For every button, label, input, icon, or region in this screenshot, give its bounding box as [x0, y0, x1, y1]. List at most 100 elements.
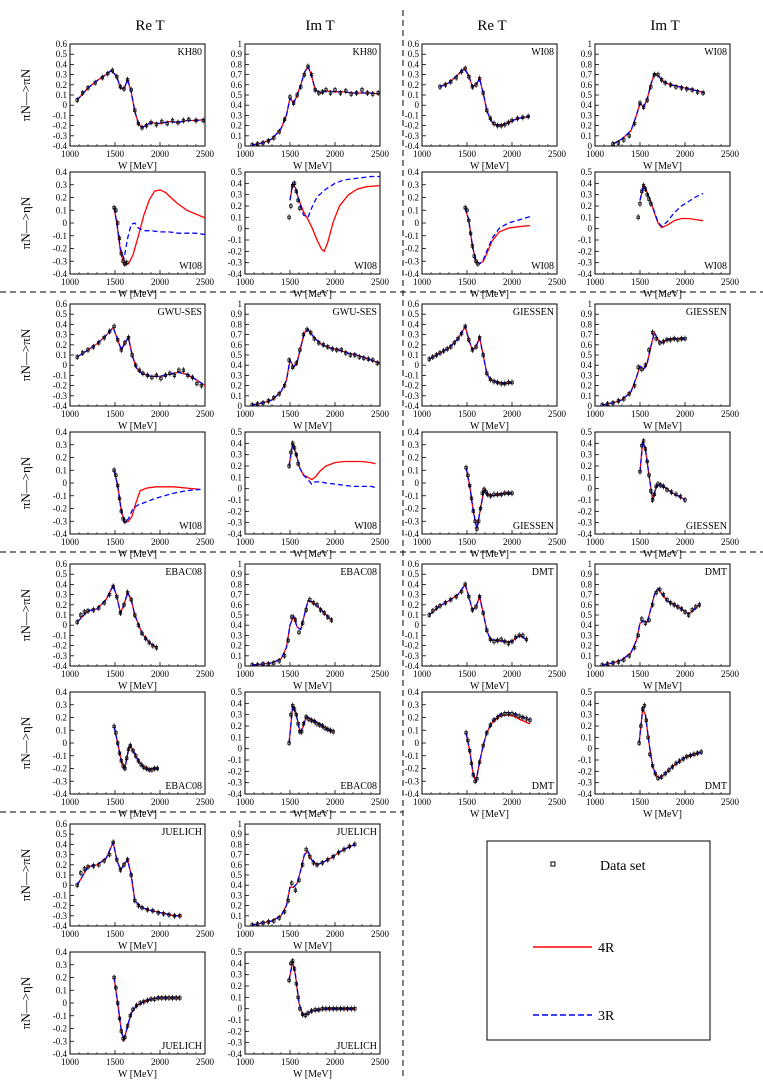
y-tick-label: 0.2	[231, 981, 242, 991]
y-tick-label: 0.5	[408, 309, 420, 319]
curve-3r	[113, 977, 180, 1043]
chart-panel-wi08: -0.4-0.3-0.2-0.100.10.20.30.40.50.6 1000 1…	[405, 39, 567, 172]
data-point	[291, 183, 295, 188]
data-point	[476, 262, 480, 266]
y-tick-label: -0.2	[53, 1024, 67, 1034]
curve-4r	[638, 706, 702, 779]
data-point	[287, 358, 291, 362]
data-point	[475, 777, 479, 781]
data-point	[459, 589, 464, 594]
plot-frame	[244, 431, 381, 535]
x-tick-label: 2500	[721, 149, 740, 159]
data-point	[506, 380, 511, 385]
y-tick-label: 0.3	[56, 330, 68, 340]
y-tick-label: 0	[588, 141, 593, 151]
y-tick-label: 0	[238, 921, 243, 931]
chart-panel-dmt: -0.4-0.3 -0.2-0.10 0.10.20.3 0.40.5 1000 1500…	[578, 687, 740, 820]
y-tick-label: 0.1	[408, 90, 419, 100]
data-point	[690, 88, 694, 92]
data-point	[289, 204, 293, 208]
y-tick-label: 0.1	[581, 472, 592, 482]
y-tick-label: 0.3	[581, 370, 593, 380]
data-point	[333, 88, 337, 92]
data-point	[465, 208, 469, 212]
data-point	[300, 863, 305, 867]
y-tick-label: 0.2	[231, 381, 242, 391]
data-point	[293, 618, 298, 622]
data-point	[488, 116, 493, 121]
x-tick-label: 2500	[196, 149, 215, 159]
y-tick-label: -0.4	[405, 789, 420, 799]
y-tick-label: 0.6	[56, 559, 68, 569]
data-point	[290, 881, 294, 885]
x-tick-label: 1500	[458, 277, 477, 287]
data-point	[140, 125, 144, 130]
data-point	[320, 861, 325, 865]
chart-panel-ebac08: -0.4-0.3 -0.2-0.10 0.10.20.3 0.40.5 1000 1500…	[228, 687, 390, 820]
x-tick-label: 2000	[326, 929, 345, 939]
x-axis-label: W [MeV]	[470, 681, 509, 692]
data-point	[131, 748, 135, 753]
data-point	[107, 592, 112, 597]
data-point	[174, 996, 178, 1000]
y-tick-label: 0	[238, 224, 243, 234]
y-tick-label: -0.4	[405, 401, 420, 411]
data-point	[145, 908, 150, 912]
curve-3r	[638, 706, 702, 779]
curve-3r	[602, 587, 700, 666]
y-tick-label: -0.2	[405, 504, 419, 514]
data-point	[376, 91, 380, 95]
y-tick-label: -0.2	[53, 504, 67, 514]
y-tick-label: 0.1	[56, 350, 67, 360]
data-point	[137, 368, 141, 372]
y-tick-label: 0.2	[56, 80, 67, 90]
y-tick-label: 0.5	[231, 610, 243, 620]
x-tick-label: 1000	[236, 669, 255, 679]
x-tick-label: 1500	[281, 277, 300, 287]
data-point	[470, 85, 475, 89]
y-tick-label: -0.1	[578, 495, 592, 505]
y-tick-label: -0.1	[53, 751, 67, 761]
data-point	[294, 361, 298, 365]
data-point	[438, 85, 442, 89]
data-point	[315, 603, 319, 607]
x-tick-label: 1000	[61, 929, 80, 939]
data-point	[670, 765, 675, 769]
data-point	[250, 143, 254, 146]
data-point	[160, 996, 164, 1000]
data-point	[301, 332, 306, 337]
data-point	[100, 76, 105, 80]
data-point	[121, 517, 125, 521]
y-tick-label: 0.1	[56, 90, 67, 100]
x-tick-label: 1000	[236, 1057, 255, 1067]
x-tick-label: 2500	[371, 277, 390, 287]
data-point	[286, 638, 290, 643]
data-point	[134, 1003, 139, 1008]
data-point	[302, 72, 307, 77]
data-point	[286, 898, 290, 903]
y-tick-label: 0.6	[581, 340, 593, 350]
y-tick-label: 0	[63, 360, 68, 370]
y-tick-label: 0.4	[56, 839, 68, 849]
data-point	[477, 519, 481, 523]
chart-panel-giessen: -0.4 -0.3 -0.2 -0.1 0 0.1 0.2 0.3 0.4 1000 1500 200…	[405, 427, 567, 560]
x-tick-label: 2000	[151, 277, 170, 287]
y-tick-label: 0.2	[56, 860, 67, 870]
data-point	[427, 357, 431, 361]
y-tick-label: 0.5	[56, 569, 68, 579]
y-tick-label: 0.3	[56, 70, 68, 80]
curve-3r	[465, 711, 531, 784]
data-point	[86, 86, 90, 90]
y-tick-label: 1	[588, 559, 593, 569]
y-tick-label: 0.9	[581, 49, 593, 59]
x-tick-label: 1000	[586, 537, 605, 547]
y-tick-label: 0.1	[408, 350, 419, 360]
curve-3r	[288, 960, 355, 1015]
x-axis-label: W [MeV]	[293, 1069, 332, 1080]
curve-4r	[76, 840, 182, 917]
data-point	[492, 492, 496, 497]
data-point	[129, 873, 133, 877]
data-point	[627, 392, 631, 396]
y-tick-label: 0.6	[231, 860, 243, 870]
data-point	[528, 718, 532, 722]
